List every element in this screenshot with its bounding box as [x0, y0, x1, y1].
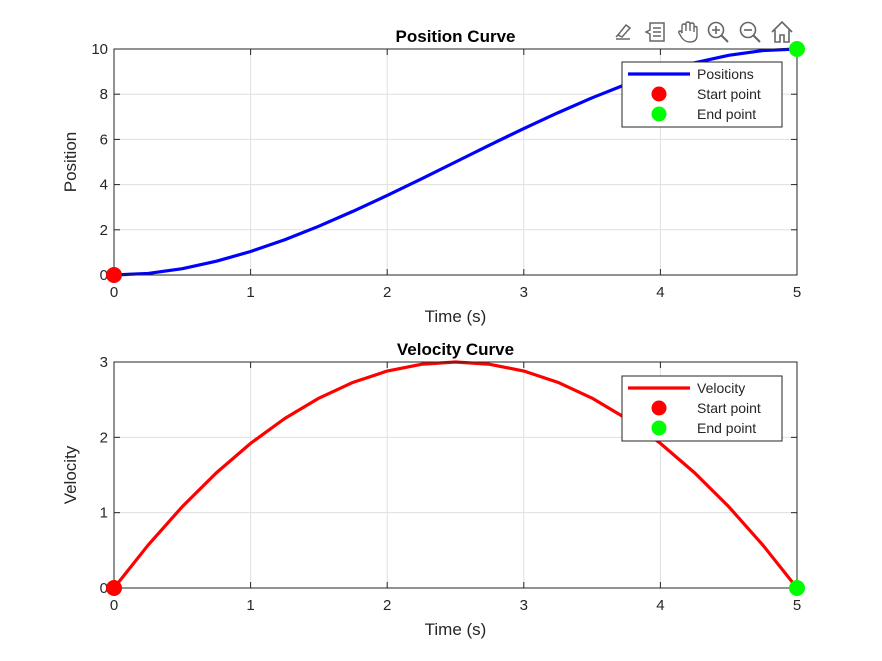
x-tick-label: 2 — [383, 284, 391, 301]
marker-end-point — [789, 41, 805, 57]
x-tick-label: 0 — [110, 597, 118, 614]
y-tick-label: 10 — [91, 41, 108, 58]
legend-entry-label: End point — [697, 420, 756, 436]
zoom-in-icon[interactable] — [706, 20, 730, 44]
zoom-out-icon[interactable] — [738, 20, 762, 44]
velocity-axes: 0 1 2 3 4 5 0 1 2 3 Velocity Curve Time (s) Velocity… — [61, 340, 805, 639]
legend[interactable]: Positions Start point End point — [621, 61, 783, 128]
y-tick-label: 8 — [100, 86, 108, 103]
y-tick-label: 1 — [100, 505, 108, 522]
legend-entry-label: Start point — [697, 86, 761, 102]
y-tick-label: 3 — [100, 354, 108, 371]
legend-marker-swatch — [651, 86, 667, 102]
axes-box — [113, 361, 798, 589]
chart-title: Position Curve — [396, 27, 516, 46]
x-tick-label: 1 — [246, 597, 254, 614]
brush-icon[interactable] — [612, 20, 636, 44]
x-tick-label: 0 — [110, 284, 118, 301]
legend[interactable]: Velocity Start point End point — [621, 375, 783, 442]
legend-marker-swatch — [651, 400, 667, 416]
x-tick-label: 1 — [246, 284, 254, 301]
y-tick-label: 0 — [100, 580, 108, 597]
legend-marker-swatch — [651, 420, 667, 436]
data-tips-icon[interactable] — [644, 20, 668, 44]
pan-hand-icon[interactable] — [676, 20, 700, 44]
y-axis-label: Position — [61, 132, 80, 192]
marker-end-point — [789, 580, 805, 596]
x-axis-label: Time (s) — [425, 620, 487, 639]
x-tick-label: 4 — [656, 597, 664, 614]
y-tick-label: 2 — [100, 222, 108, 239]
axes-box — [113, 48, 798, 276]
legend-entry-label: End point — [697, 106, 756, 122]
x-tick-label: 3 — [520, 284, 528, 301]
x-axis-label: Time (s) — [425, 307, 487, 326]
x-tick-label: 5 — [793, 284, 801, 301]
chart-title: Velocity Curve — [397, 340, 514, 359]
home-icon[interactable] — [770, 20, 794, 44]
legend-entry-label: Velocity — [697, 380, 745, 396]
legend-entry-label: Start point — [697, 400, 761, 416]
legend-entry-label: Positions — [697, 66, 754, 82]
y-tick-label: 4 — [100, 177, 108, 194]
y-tick-label: 6 — [100, 131, 108, 148]
x-tick-label: 5 — [793, 597, 801, 614]
marker-start-point — [106, 580, 122, 596]
x-tick-label: 2 — [383, 597, 391, 614]
x-tick-label: 4 — [656, 284, 664, 301]
y-axis-label: Velocity — [61, 445, 80, 504]
position-axes: 0 1 2 3 4 5 0 2 4 6 8 10 Position Curve Time (s) Posit… — [61, 27, 805, 326]
axes-toolbar — [612, 20, 794, 44]
marker-start-point — [106, 267, 122, 283]
x-tick-label: 3 — [520, 597, 528, 614]
legend-marker-swatch — [651, 106, 667, 122]
y-tick-label: 2 — [100, 429, 108, 446]
y-tick-label: 0 — [100, 267, 108, 284]
